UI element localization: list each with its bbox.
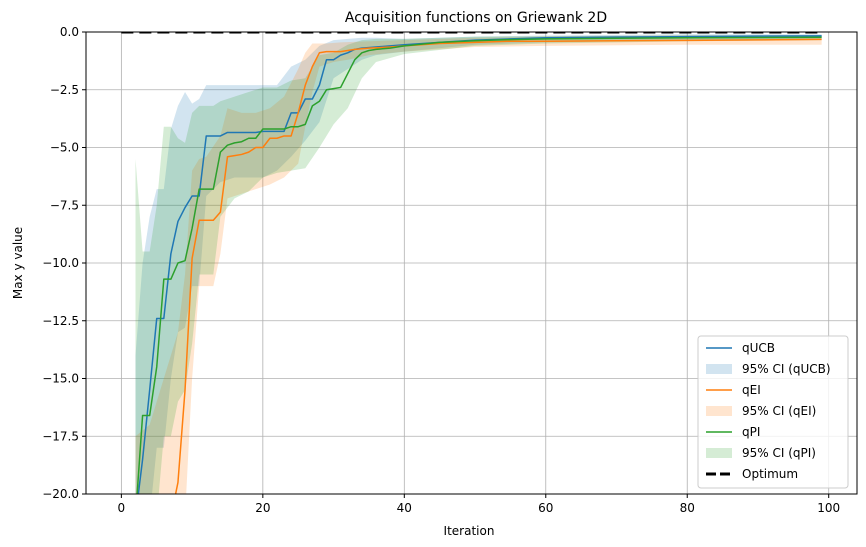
y-tick-label: −5.0: [50, 141, 79, 155]
legend: qUCB 95% CI (qUCB) qEI 95% CI (qEI) qPI 95% C…: [697, 335, 849, 489]
y-tick-label: −12.5: [42, 314, 79, 328]
confidence-bands: [135, 34, 822, 494]
series-lines: [136, 35, 822, 494]
series-line-qpi: [136, 36, 822, 494]
y-tick-label: −20.0: [42, 487, 79, 501]
y-tick-label: −17.5: [42, 429, 79, 443]
y-tick-label: −2.5: [50, 83, 79, 97]
x-tick-label: 80: [680, 501, 695, 515]
legend-box: [697, 335, 849, 489]
y-tick-label: −10.0: [42, 256, 79, 270]
axis-ticks: 0 20 40 60 80 100 0.0 −2.5 −5.0 −7.5 −10.0 −12.5 −15…: [42, 25, 840, 515]
chart-title: Acquisition functions on Griewank 2D: [345, 10, 607, 26]
legend-swatch-qucb-ci: [706, 364, 732, 374]
legend-label-qei-ci: 95% CI (qEI): [742, 404, 816, 418]
x-tick-label: 20: [255, 501, 270, 515]
y-tick-label: 0.0: [60, 25, 79, 39]
legend-swatch-qpi-ci: [706, 448, 732, 458]
legend-label-qpi-ci: 95% CI (qPI): [742, 446, 816, 460]
x-tick-label: 100: [817, 501, 840, 515]
legend-swatch-qei-ci: [706, 406, 732, 416]
x-tick-label: 0: [118, 501, 126, 515]
legend-label-optimum: Optimum: [742, 467, 798, 481]
legend-items: qUCB 95% CI (qUCB) qEI 95% CI (qEI) qPI 95% C…: [706, 341, 831, 481]
y-axis-title: Max y value: [11, 227, 25, 299]
legend-label-qucb-ci: 95% CI (qUCB): [742, 362, 831, 376]
legend-label-qucb: qUCB: [742, 341, 775, 355]
legend-label-qpi: qPI: [742, 425, 760, 439]
legend-label-qei: qEI: [742, 383, 761, 397]
y-tick-label: −7.5: [50, 198, 79, 212]
x-tick-label: 40: [397, 501, 412, 515]
series-line-qei: [174, 38, 822, 494]
x-tick-label: 60: [538, 501, 553, 515]
x-axis-title: Iteration: [444, 524, 495, 538]
ci-band-qpi: [135, 35, 822, 494]
y-tick-label: −15.0: [42, 372, 79, 386]
